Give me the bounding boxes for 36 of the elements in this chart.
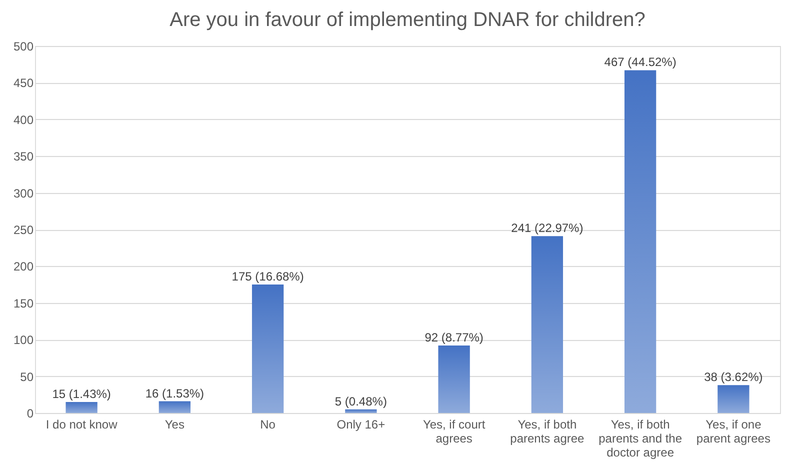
data-label: 5 (0.48%) [334,394,387,408]
bar [718,385,750,413]
x-tick-label: Yes, if both parents and the doctor agree [598,418,682,460]
y-tick-label: 350 [13,150,34,164]
bar [345,409,377,413]
data-label: 15 (1.43%) [52,386,111,401]
y-tick-label: 250 [13,223,34,237]
x-tick-label: No [260,418,276,432]
y-tick-label: 400 [13,112,34,127]
data-label: 241 (22.97%) [511,221,584,236]
y-tick-label: 500 [13,40,34,54]
bar [438,345,470,413]
bar [252,284,284,413]
x-tick-label: I do not know [46,418,118,432]
data-label: 92 (8.77%) [424,330,484,344]
y-tick-label: 50 [20,370,34,384]
y-tick-label: 450 [13,76,34,90]
x-tick-label: Yes, if court agrees [422,418,486,446]
y-tick-label: 100 [13,333,34,348]
y-tick-label: 300 [13,186,34,200]
x-tick-label: Only 16+ [336,418,386,432]
y-tick-label: 150 [13,296,34,310]
bar [531,236,564,413]
y-tick-label: 200 [13,260,34,274]
bar [66,402,98,413]
data-label: 38 (3.62%) [704,370,763,384]
y-tick-label: 0 [26,406,34,420]
chart-title: Are you in favour of implementing DNAR for children? [170,9,646,31]
x-tick-label: Yes, if one parent agrees [696,418,770,446]
data-label: 175 (16.68%) [232,270,304,284]
data-label: 16 (1.53%) [145,386,204,400]
x-tick-label: Yes, if both parents agree [510,418,585,446]
x-tick-label: Yes [164,418,184,432]
bar [158,401,191,413]
bar [624,70,656,413]
data-label: 467 (44.52%) [604,55,676,70]
